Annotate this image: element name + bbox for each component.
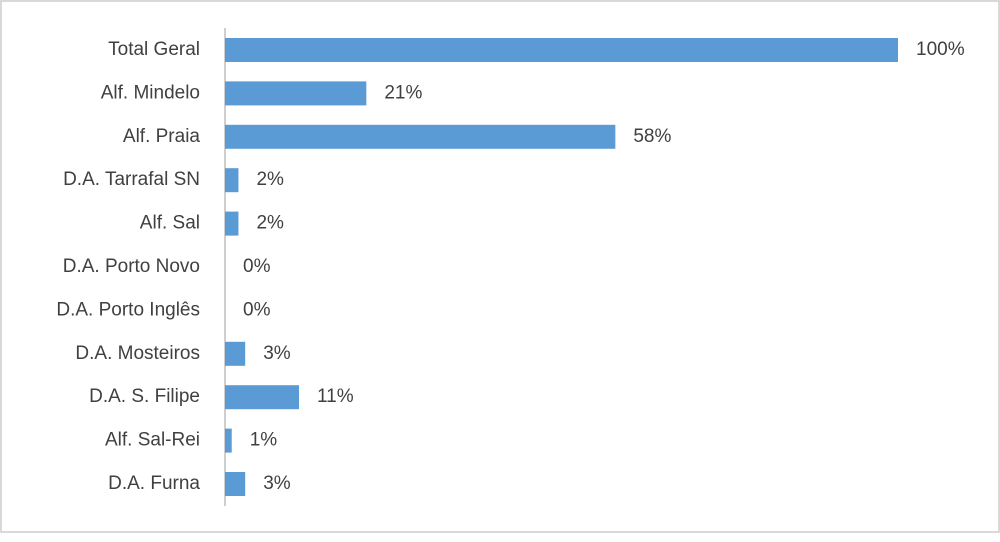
bar — [225, 428, 232, 453]
value-label: 1% — [250, 430, 278, 451]
category-label: Alf. Mindelo — [101, 82, 200, 103]
category-label: D.A. Porto Inglês — [56, 299, 200, 320]
category-label: D.A. S. Filipe — [89, 386, 200, 407]
category-label: Total Geral — [108, 39, 200, 60]
bar — [225, 211, 239, 236]
bar — [225, 341, 246, 366]
bar — [225, 38, 898, 62]
bar — [225, 124, 616, 149]
bar — [225, 385, 300, 410]
value-label: 21% — [384, 82, 422, 103]
category-label: Alf. Praia — [123, 126, 201, 147]
value-label: 0% — [243, 256, 271, 277]
value-label: 3% — [263, 473, 291, 494]
bar — [225, 168, 239, 193]
category-label: Alf. Sal-Rei — [105, 430, 200, 451]
category-label: D.A. Tarrafal SN — [63, 169, 200, 190]
category-label: D.A. Furna — [108, 473, 200, 494]
value-label: 100% — [916, 39, 965, 60]
value-label: 0% — [243, 299, 271, 320]
value-label: 3% — [263, 343, 291, 364]
category-label: D.A. Porto Novo — [63, 256, 200, 277]
bar — [225, 81, 367, 106]
value-label: 2% — [256, 169, 284, 190]
value-label: 58% — [633, 126, 671, 147]
category-label: D.A. Mosteiros — [75, 343, 200, 364]
value-label: 2% — [256, 213, 284, 234]
value-label: 11% — [317, 386, 354, 407]
bar — [225, 472, 246, 496]
category-label: Alf. Sal — [140, 213, 200, 234]
